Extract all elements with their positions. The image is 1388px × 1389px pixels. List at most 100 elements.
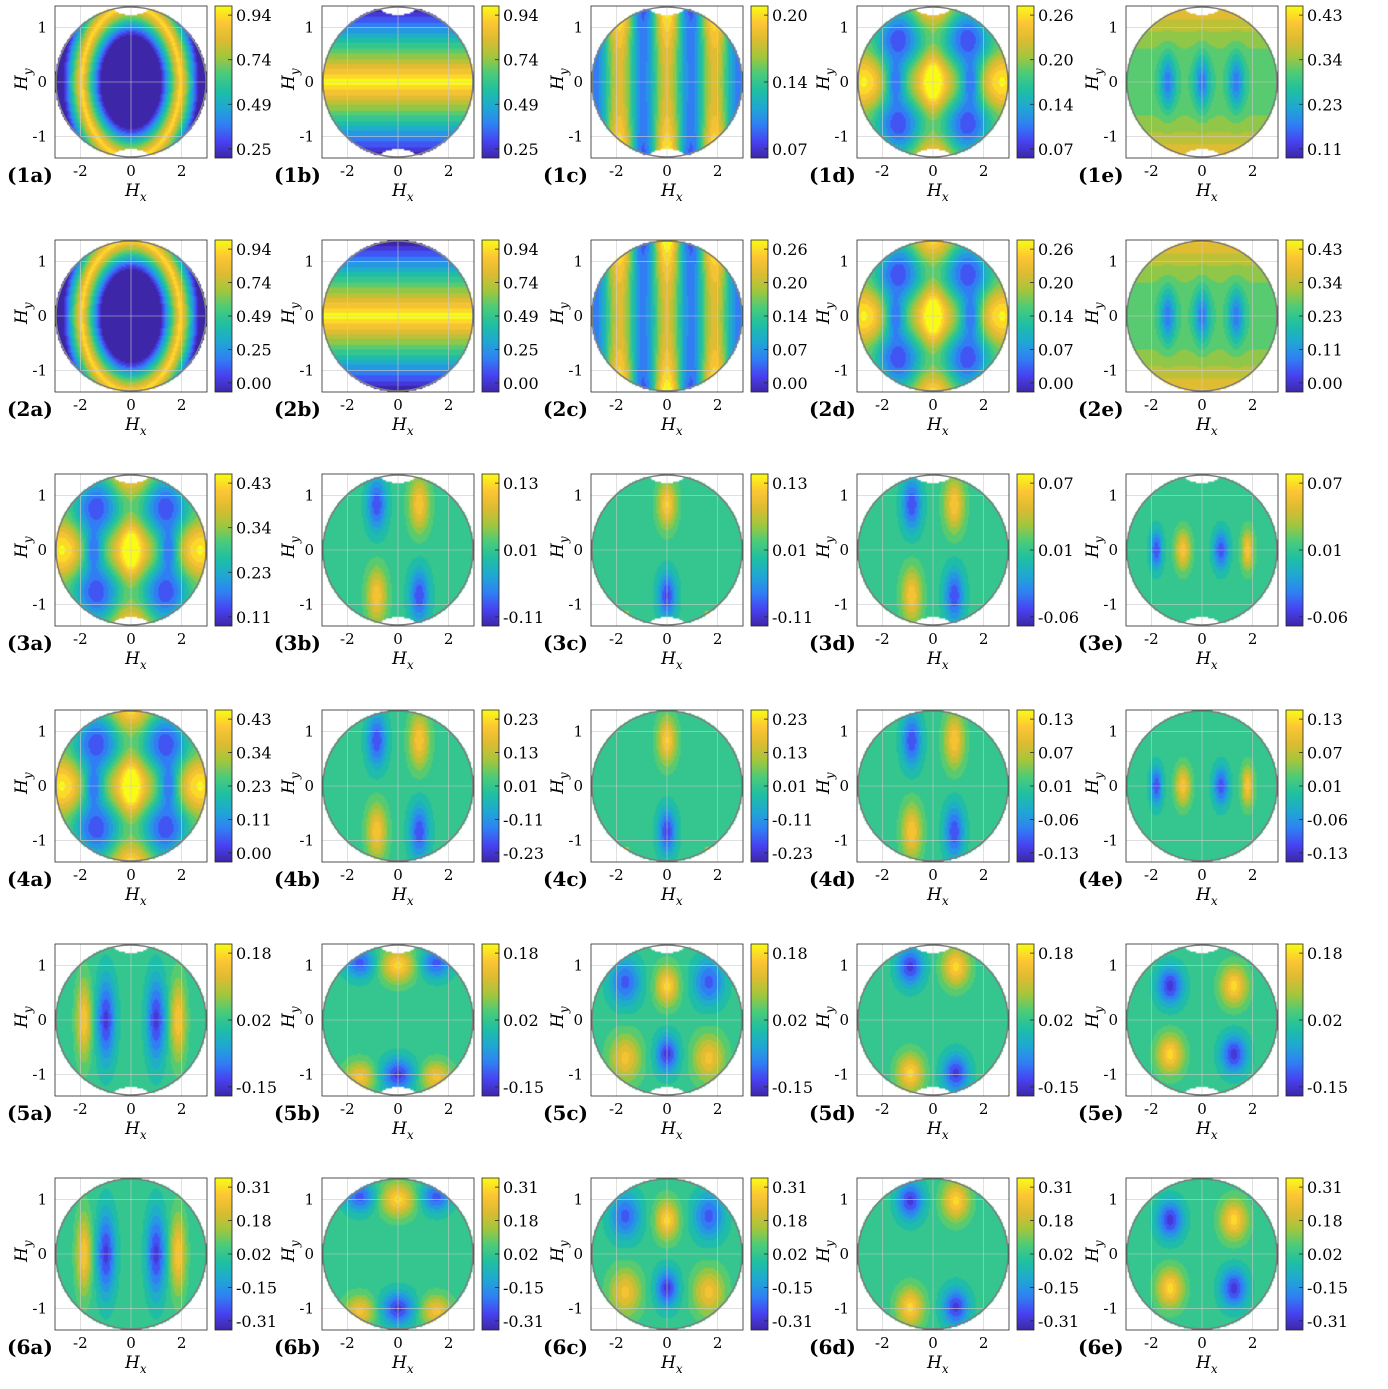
colorbar-tick-label: 0.07 [772, 140, 808, 159]
panel-3b: -2 0 2 1 0 -1 Hx Hy (3b) 0.13 0.01 -0.11 [274, 473, 544, 672]
x-tick-label: -2 [1144, 1334, 1159, 1352]
x-tick-label: -2 [73, 630, 88, 648]
panel-6b: -2 0 2 1 0 -1 Hx Hy (6b) 0.31 0.18 0.02 -0.15 -0.31 [274, 1177, 544, 1376]
x-tick-label: 2 [177, 630, 187, 648]
x-tick-label: 0 [393, 866, 403, 884]
panel-5b: -2 0 2 1 0 -1 Hx Hy (5b) 0.18 0.02 -0.15 [274, 943, 544, 1142]
panel-5e: -2 0 2 1 0 -1 Hx Hy (5e) 0.18 0.02 -0.15 [1078, 943, 1348, 1142]
colorbar-tick-label: 0.00 [1307, 374, 1343, 393]
x-tick-label: -2 [609, 162, 624, 180]
disk-edge [591, 240, 743, 392]
x-tick-label: 0 [393, 1334, 403, 1352]
axes-frame [590, 1177, 744, 1331]
panel-1d: -2 0 2 1 0 -1 Hx Hy (1d) 0.26 0.20 0.14 0.07 [809, 5, 1074, 204]
disk-edge [1126, 710, 1278, 862]
panel-4e: -2 0 2 1 0 -1 Hx Hy (4e) 0.13 0.07 0.01 -0.06 -0.13 [1078, 709, 1348, 908]
x-tick-label: 2 [713, 162, 723, 180]
x-tick-label: 0 [928, 630, 938, 648]
colorbar-tick-label: 0.34 [1307, 51, 1343, 70]
x-tick-label: 2 [1248, 1100, 1258, 1118]
colorbar-tick-label: 0.11 [236, 810, 272, 829]
colorbar-tick-label: 0.25 [236, 340, 272, 359]
x-tick-label: 0 [928, 1334, 938, 1352]
x-axis-label: Hx [926, 181, 949, 204]
x-axis-label: Hx [391, 649, 414, 672]
axes-frame [321, 5, 475, 159]
x-tick-label: -2 [340, 396, 355, 414]
colorbar-tick-label: 0.23 [236, 777, 272, 796]
colorbar-tick-label: 0.14 [772, 307, 808, 326]
colorbar-tick-label: 0.23 [1307, 95, 1343, 114]
x-tick-label: 2 [177, 1334, 187, 1352]
y-tick-label: 0 [839, 541, 849, 559]
colorbar-tick-label: -0.15 [1038, 1278, 1079, 1297]
x-tick-label: -2 [609, 866, 624, 884]
y-axis-label: Hy [548, 302, 571, 325]
x-tick-label: 2 [713, 630, 723, 648]
y-tick-label: 1 [304, 957, 314, 975]
x-tick-label: -2 [875, 396, 890, 414]
y-axis-label: Hy [814, 1006, 837, 1029]
colorbar-tick-label: 0.01 [1038, 777, 1074, 796]
axes-frame [1125, 943, 1279, 1097]
x-tick-label: -2 [609, 1334, 624, 1352]
x-tick-label: -2 [609, 1100, 624, 1118]
y-axis-label: Hy [279, 772, 302, 795]
x-tick-label: 2 [979, 396, 989, 414]
y-tick-label: 1 [1108, 723, 1118, 741]
x-tick-label: 2 [444, 1334, 454, 1352]
x-tick-label: -2 [340, 162, 355, 180]
y-tick-label: 0 [37, 541, 47, 559]
y-axis-label: Hy [279, 302, 302, 325]
y-axis-label: Hy [814, 1240, 837, 1263]
colorbar-tick-label: -0.15 [236, 1078, 277, 1097]
colorbar-tick-label: 0.49 [236, 307, 272, 326]
y-tick-label: 1 [573, 957, 583, 975]
panel-label: (5c) [543, 1101, 588, 1125]
axes-frame [856, 1177, 1010, 1331]
colorbar-tick-label: 0.20 [772, 274, 808, 293]
x-tick-label: 0 [393, 1100, 403, 1118]
disk-edge [55, 6, 207, 158]
disk-edge [591, 1178, 743, 1330]
y-tick-label: 1 [839, 253, 849, 271]
colorbar-tick-label: 0.74 [236, 274, 272, 293]
y-axis-label: Hy [1083, 772, 1106, 795]
colorbar-tick-label: 0.18 [772, 1212, 808, 1231]
disk-edge [857, 1178, 1009, 1330]
colorbar-tick-label: 0.07 [1307, 474, 1343, 493]
y-tick-label: 1 [839, 723, 849, 741]
x-tick-label: 0 [1197, 1334, 1207, 1352]
y-axis-label: Hy [1083, 68, 1106, 91]
panel-label: (1a) [7, 163, 53, 187]
colorbar-tick-label: -0.11 [503, 810, 544, 829]
y-tick-label: 1 [573, 723, 583, 741]
y-tick-label: 1 [304, 487, 314, 505]
x-axis-label: Hx [391, 1119, 414, 1142]
x-tick-label: 2 [1248, 630, 1258, 648]
panel-label: (6e) [1078, 1335, 1124, 1359]
disk-edge [1126, 6, 1278, 158]
colorbar-tick-label: 0.01 [1307, 777, 1343, 796]
axes-frame [590, 5, 744, 159]
x-tick-label: 0 [126, 630, 136, 648]
colorbar-tick-label: 0.43 [236, 710, 272, 729]
colorbar [1285, 5, 1304, 159]
x-tick-label: 0 [126, 396, 136, 414]
colorbar-tick-label: 0.07 [1307, 744, 1343, 763]
axes-frame [590, 473, 744, 627]
x-tick-label: 0 [928, 162, 938, 180]
x-axis-label: Hx [660, 181, 683, 204]
colorbar-tick-label: 0.74 [503, 51, 539, 70]
y-axis-label: Hy [548, 1240, 571, 1263]
y-tick-label: 0 [573, 307, 583, 325]
colorbar-tick-label: -0.11 [772, 810, 813, 829]
axes-frame [1125, 473, 1279, 627]
disk-edge [1126, 240, 1278, 392]
x-tick-label: -2 [875, 1334, 890, 1352]
x-tick-label: 0 [928, 866, 938, 884]
panel-5a: -2 0 2 1 0 -1 Hx Hy (5a) 0.18 0.02 -0.15 [7, 943, 277, 1142]
y-tick-label: 0 [304, 307, 314, 325]
disk-edge [55, 944, 207, 1096]
axes-frame [1125, 5, 1279, 159]
